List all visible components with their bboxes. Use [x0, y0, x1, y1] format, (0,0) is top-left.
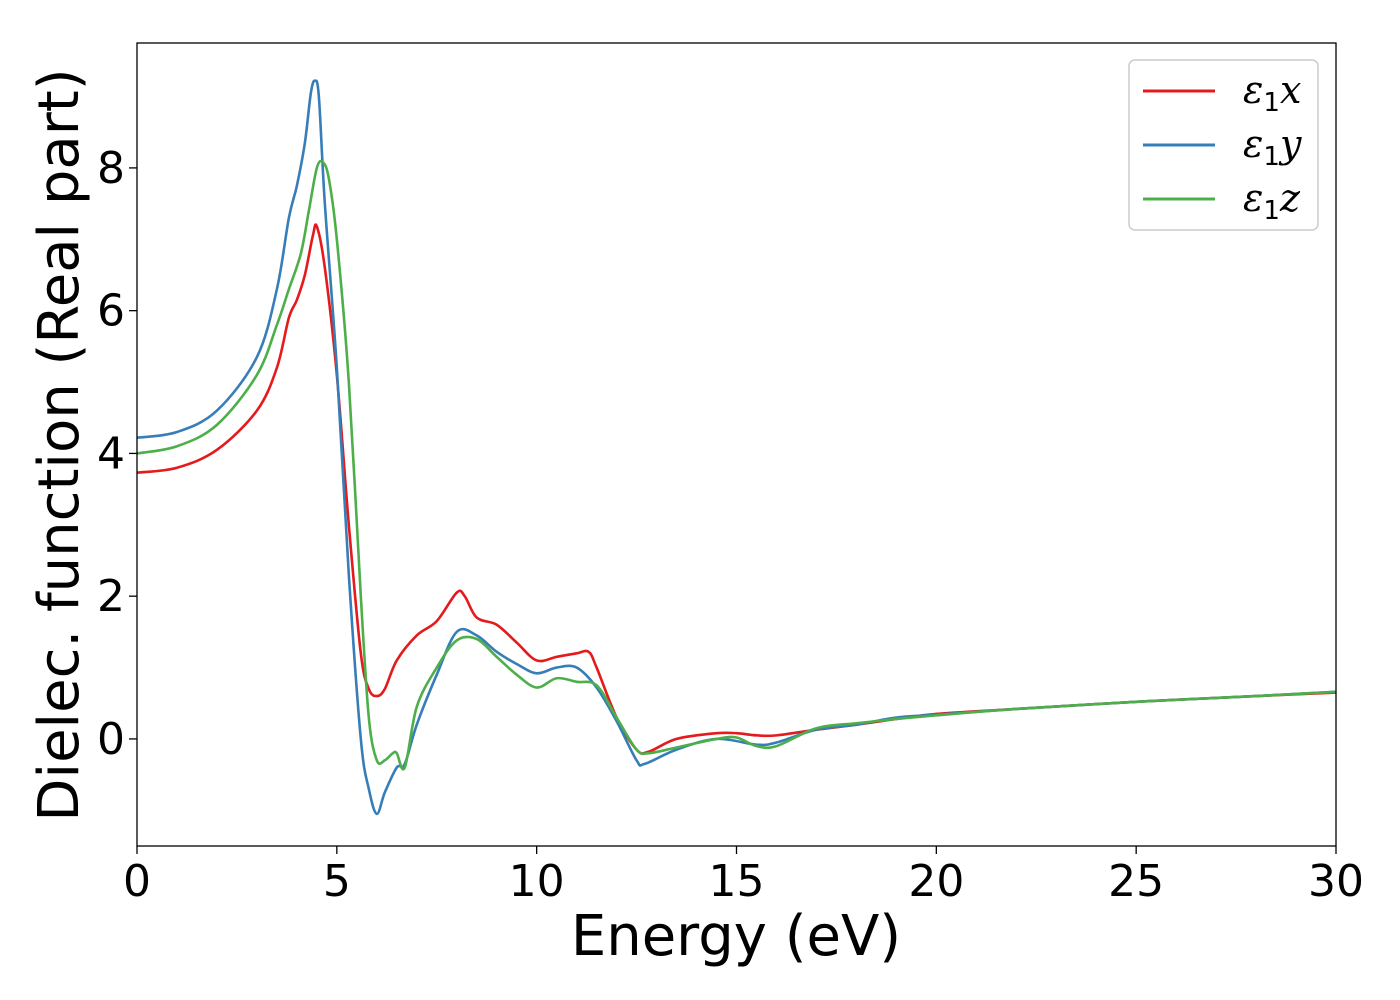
legend-label-y: ε1y: [1243, 122, 1302, 172]
x-tick-label: 15: [709, 856, 765, 907]
ticks-layer: 0 5 10 15 20 25 30 0 2 4 6 8: [97, 143, 1364, 907]
x-tick-label: 10: [509, 856, 565, 907]
series-line-y: [137, 79, 1336, 816]
y-tick-label: 2: [97, 571, 125, 622]
x-tick-label: 25: [1108, 856, 1164, 907]
x-tick-label: 5: [323, 856, 351, 907]
y-tick-label: 6: [97, 286, 125, 337]
x-axis-title: Energy (eV): [571, 904, 901, 969]
x-tick-label: 0: [123, 856, 151, 907]
legend-box: [1128, 59, 1319, 231]
legend-label-z: ε1z: [1243, 176, 1301, 226]
x-tick-label: 30: [1308, 856, 1364, 907]
series-layer: [137, 79, 1336, 816]
y-tick-label: 4: [97, 428, 125, 479]
y-axis-title: Dielec. function (Real part): [27, 68, 92, 821]
legend-label-x: ε1x: [1243, 68, 1301, 118]
x-tick-label: 20: [908, 856, 964, 907]
series-line-z: [137, 159, 1336, 771]
y-tick-label: 8: [97, 143, 125, 194]
series-line-x: [137, 223, 1336, 755]
y-tick-label: 0: [97, 714, 125, 765]
